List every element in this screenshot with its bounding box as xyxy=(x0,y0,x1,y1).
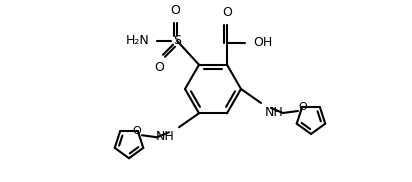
Text: O: O xyxy=(222,6,232,19)
Text: O: O xyxy=(171,4,180,17)
Text: O: O xyxy=(132,126,141,136)
Text: O: O xyxy=(299,102,308,112)
Text: H₂N: H₂N xyxy=(126,34,150,47)
Text: NH: NH xyxy=(265,106,284,119)
Text: NH: NH xyxy=(156,130,175,143)
Text: O: O xyxy=(154,61,164,74)
Text: S: S xyxy=(173,34,181,47)
Text: OH: OH xyxy=(253,36,272,49)
